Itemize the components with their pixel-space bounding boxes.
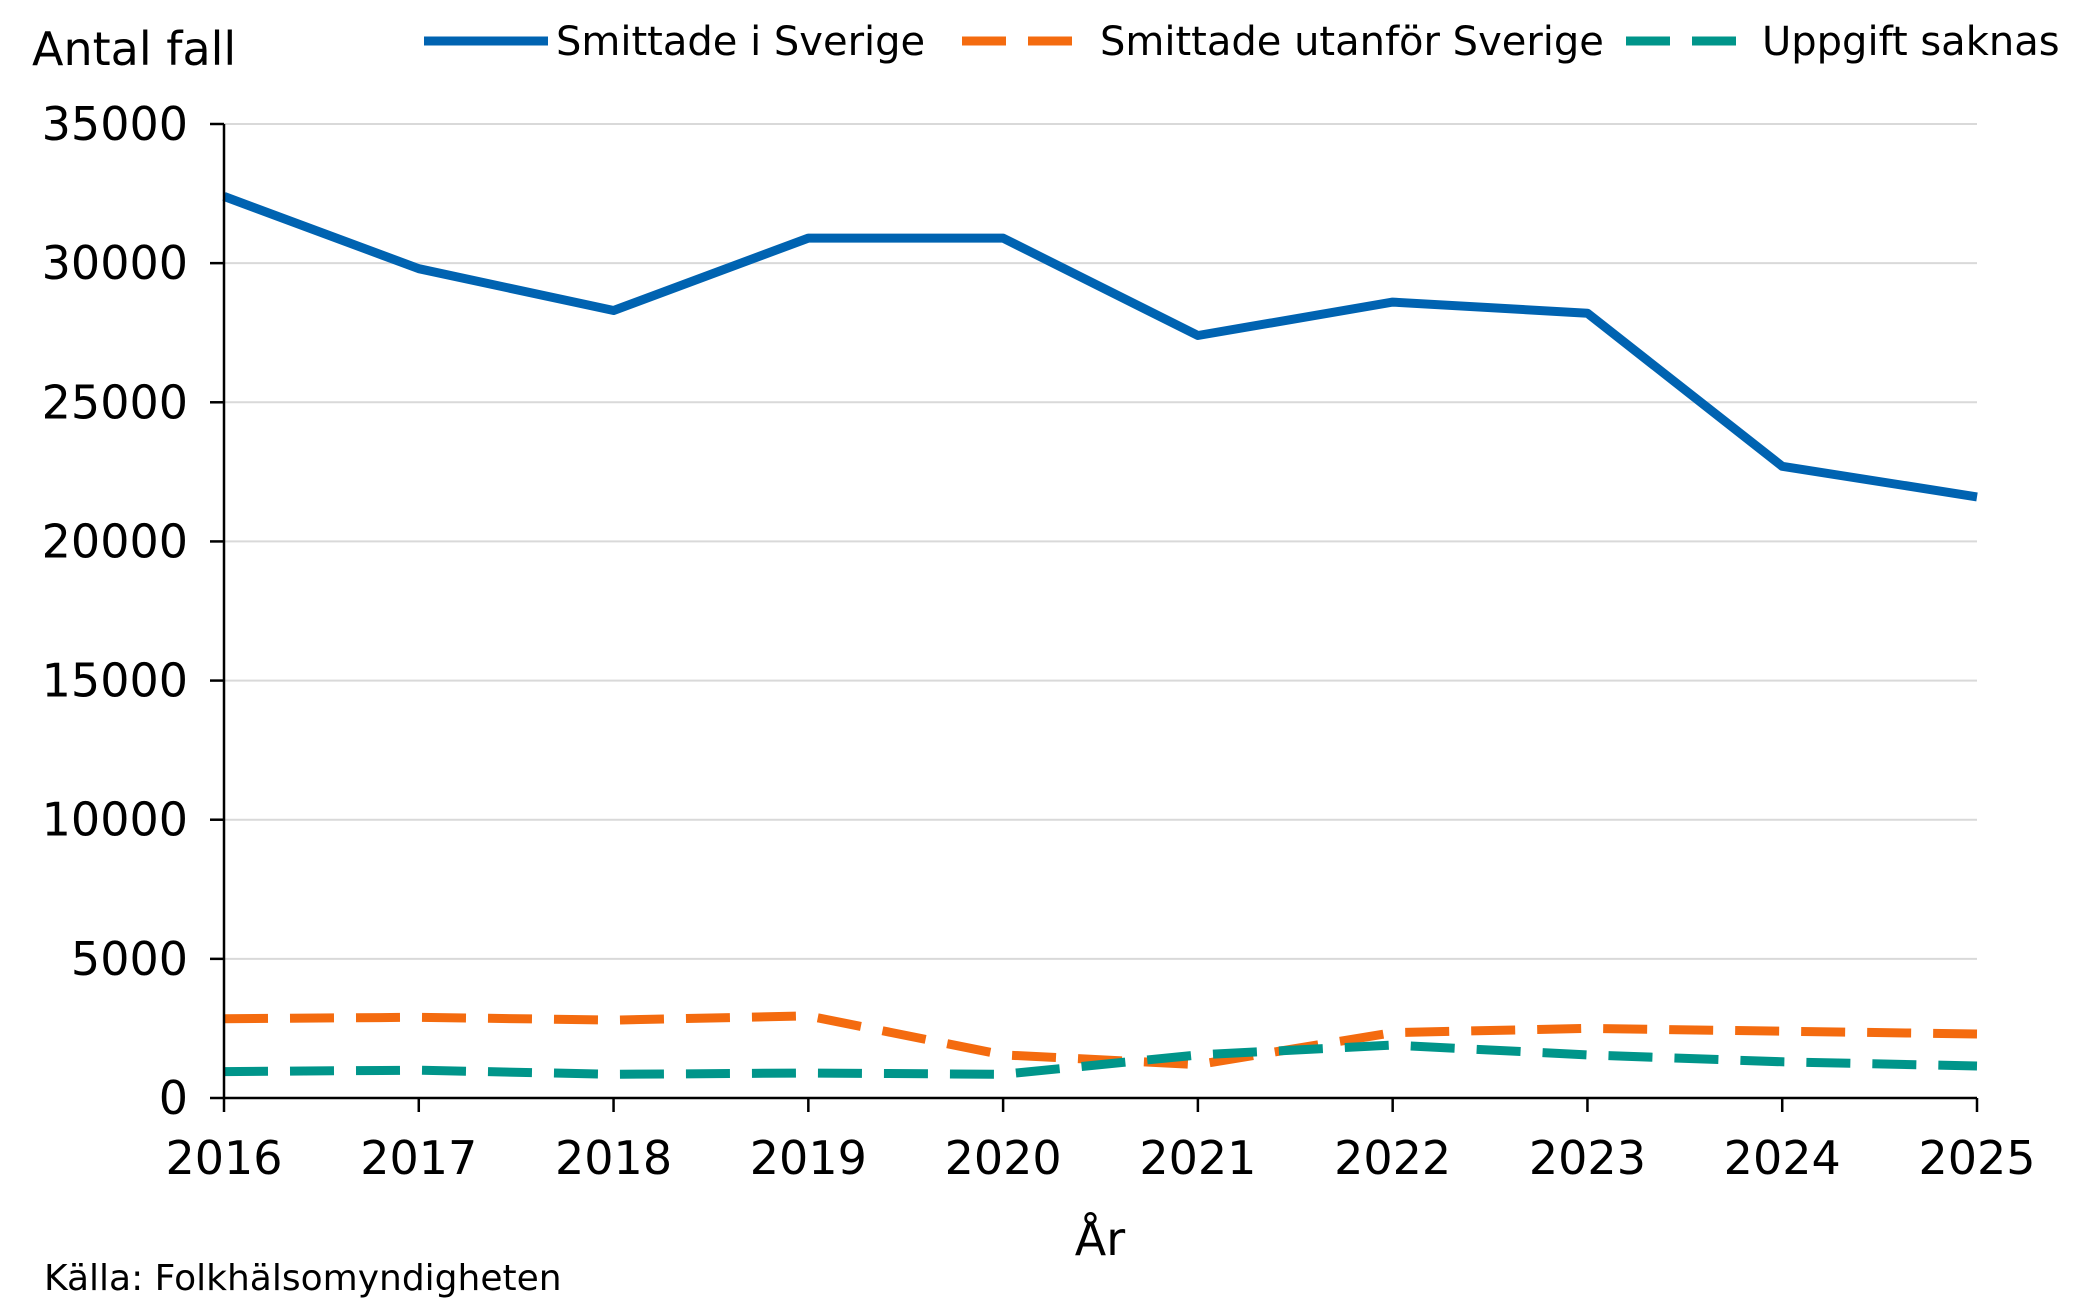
x-tick-labels: 2016 2017 2018 2019 2020 2021 2022 2023 2024 2025 [165,1131,2035,1185]
legend-label-1: Smittade i Sverige [556,19,925,65]
x-tick-label: 2017 [360,1131,477,1185]
y-tick-label: 25000 [42,375,188,429]
source-note: Källa: Folkhälsomyndigheten [44,1258,562,1299]
axes [210,122,1979,1112]
y-tick-labels: 0 5000 10000 15000 20000 25000 30000 35000 [42,97,188,1125]
y-tick-label: 15000 [42,654,188,708]
x-tick-label: 2025 [1918,1131,2035,1185]
series-line-3 [223,1040,1978,1079]
y-tick-label: 0 [159,1071,188,1125]
y-tick-label: 30000 [42,236,188,290]
x-tick-label: 2022 [1334,1131,1451,1185]
legend-label-3: Uppgift saknas [1762,19,2060,65]
x-tick-label: 2023 [1529,1131,1646,1185]
x-tick-label: 2020 [945,1131,1062,1185]
y-tick-label: 35000 [42,97,188,151]
y-axis-title: Antal fall [32,22,236,76]
legend-label-2: Smittade utanför Sverige [1100,19,1604,65]
x-tick-label: 2021 [1139,1131,1256,1185]
x-tick-label: 2024 [1724,1131,1841,1185]
legend: Smittade i Sverige Smittade utanför Sveri… [424,19,2060,65]
y-tick-label: 10000 [42,793,188,847]
series-line-2 [223,1011,1978,1070]
gridlines [224,123,1977,960]
x-tick-label: 2019 [750,1131,867,1185]
x-tick-label: 2018 [555,1131,672,1185]
series-line-1 [222,192,1978,502]
y-tick-label: 20000 [42,514,188,568]
series-lines [222,192,1978,1079]
x-axis-title: År [1075,1212,1125,1266]
y-tick-label: 5000 [71,932,188,986]
x-tick-label: 2016 [165,1131,282,1185]
